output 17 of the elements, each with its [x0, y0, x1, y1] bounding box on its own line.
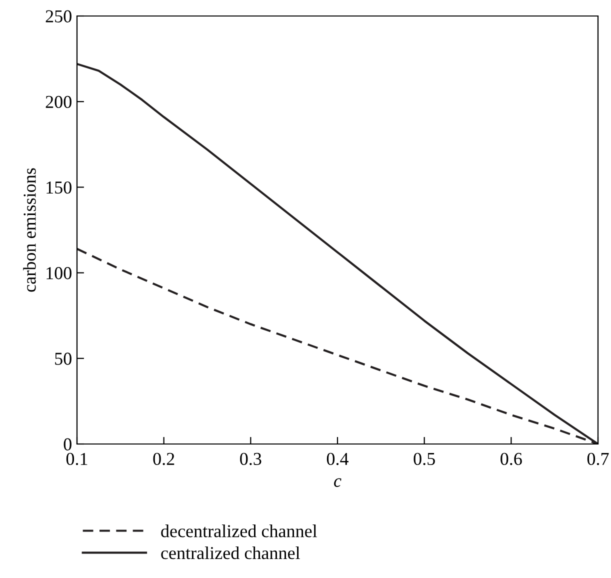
- y-tick-label: 200: [46, 96, 72, 108]
- y-tick-label: 0: [64, 438, 72, 450]
- legend-label: centralized channel: [161, 546, 300, 560]
- x-tick-label: 0.2: [153, 452, 174, 466]
- y-tick-label: 150: [46, 181, 72, 194]
- x-tick-label: 0.7: [587, 452, 609, 466]
- x-tick-label: 0.1: [66, 452, 88, 466]
- y-tick-label: 250: [46, 10, 72, 22]
- x-tick-label: 0.4: [326, 452, 349, 466]
- x-axis-title: c: [334, 478, 342, 487]
- x-tick-label: 0.3: [240, 452, 262, 466]
- y-axis-title: carbon emissions: [23, 168, 36, 292]
- y-tick-label: 100: [46, 267, 72, 280]
- x-tick-label: 0.6: [500, 452, 522, 466]
- x-tick-label: 0.5: [414, 452, 435, 466]
- legend-label: decentralized channel: [161, 524, 317, 538]
- y-tick-label: 50: [55, 352, 72, 365]
